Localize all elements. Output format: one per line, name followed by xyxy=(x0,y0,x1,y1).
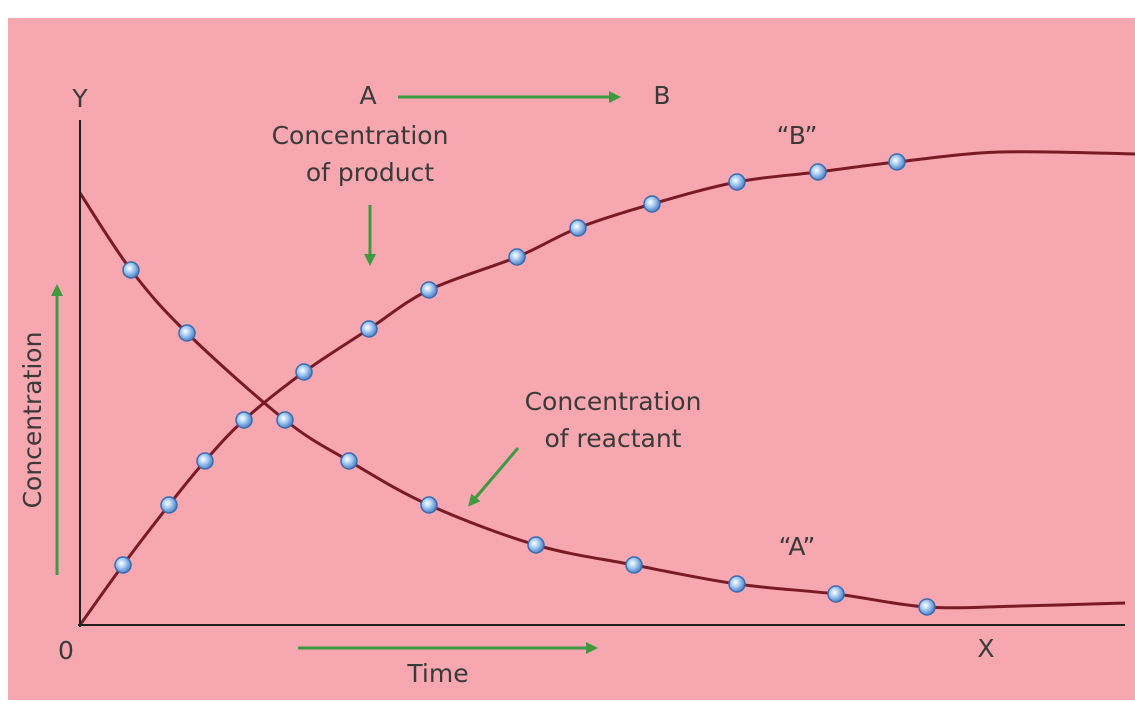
sample-point xyxy=(625,556,643,574)
sample-point xyxy=(643,195,661,213)
reactant-note: Concentration xyxy=(525,387,702,416)
sample-point xyxy=(728,173,746,191)
reactant-arrow xyxy=(468,447,520,507)
sample-point xyxy=(114,556,132,574)
sample-point xyxy=(827,585,845,603)
y-axis-label: Y xyxy=(71,84,88,113)
sample-point xyxy=(569,219,587,237)
sample-point xyxy=(360,320,378,338)
background xyxy=(8,18,1135,700)
curves xyxy=(78,150,1135,626)
arrows xyxy=(51,91,621,654)
sample-point xyxy=(122,261,140,279)
sample-point xyxy=(420,281,438,299)
sample-point xyxy=(918,598,936,616)
sample-point xyxy=(809,163,827,181)
sample-point xyxy=(888,153,906,171)
product-note: of product xyxy=(306,158,434,187)
sample-point xyxy=(527,536,545,554)
product-note: Concentration xyxy=(272,121,449,150)
product-symbol: B xyxy=(653,81,670,110)
reactant-note: of reactant xyxy=(545,424,682,453)
curve-label: “B” xyxy=(777,121,818,150)
sample-point xyxy=(728,575,746,593)
sample-point xyxy=(276,411,294,429)
sample-point xyxy=(160,496,178,514)
sample-point xyxy=(420,496,438,514)
sample-point xyxy=(340,452,358,470)
origin-label: 0 xyxy=(58,636,74,665)
sample-point xyxy=(508,248,526,266)
sample-point xyxy=(196,452,214,470)
sample-point xyxy=(235,411,253,429)
curve-label: “A” xyxy=(779,532,816,561)
reactant-symbol: A xyxy=(359,81,376,110)
sample-point xyxy=(295,363,313,381)
y-title: Concentration xyxy=(18,332,47,509)
x-title: Time xyxy=(406,659,468,688)
x-axis-label: X xyxy=(977,634,994,663)
sample-point xyxy=(178,324,196,342)
